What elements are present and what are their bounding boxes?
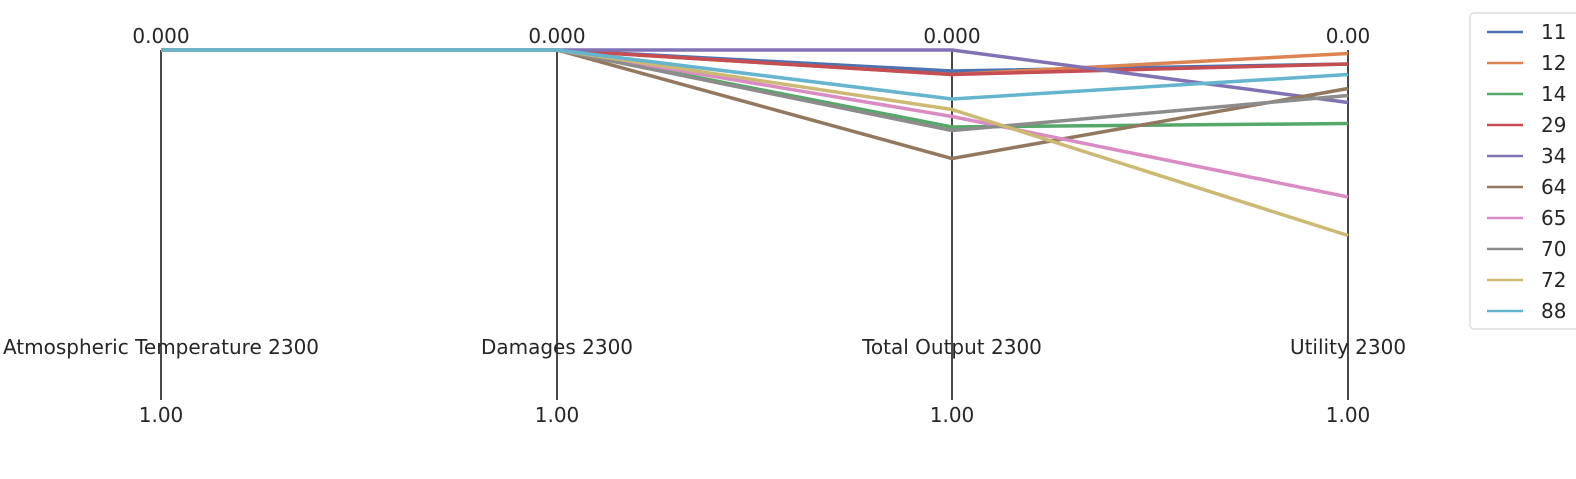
legend-label-29: 29: [1541, 113, 1566, 137]
legend-label-64: 64: [1541, 175, 1566, 199]
series-line-88: [161, 48, 1349, 101]
legend: 11 12 14 29 34 64 65 70 72 88: [1469, 12, 1576, 330]
axis-2-bottom-tick: 1.00: [535, 403, 580, 427]
axis-4-title: Utility 2300: [1290, 335, 1406, 359]
legend-label-34: 34: [1541, 144, 1566, 168]
series-lines-layer: [161, 48, 1349, 238]
axis-1-top-tick: 0.000: [132, 24, 189, 48]
axis-3-top-tick: 0.000: [923, 24, 980, 48]
legend-label-65: 65: [1541, 206, 1566, 230]
legend-label-70: 70: [1541, 237, 1566, 261]
legend-label-88: 88: [1541, 299, 1566, 323]
legend-label-11: 11: [1541, 20, 1566, 44]
axis-2-title: Damages 2300: [481, 335, 633, 359]
axis-labels-layer: 0.000 0.000 0.000 0.00 1.00 1.00 1.00 1.…: [3, 24, 1406, 427]
legend-label-12: 12: [1541, 51, 1566, 75]
axis-3-bottom-tick: 1.00: [930, 403, 975, 427]
axis-4-bottom-tick: 1.00: [1326, 403, 1371, 427]
axis-3-title: Total Output 2300: [861, 335, 1042, 359]
axis-2-top-tick: 0.000: [528, 24, 585, 48]
axis-4-top-tick: 0.00: [1326, 24, 1371, 48]
axis-1-bottom-tick: 1.00: [139, 403, 184, 427]
legend-label-72: 72: [1541, 268, 1566, 292]
legend-label-14: 14: [1541, 82, 1566, 106]
axis-1-title: Atmospheric Temperature 2300: [3, 335, 319, 359]
